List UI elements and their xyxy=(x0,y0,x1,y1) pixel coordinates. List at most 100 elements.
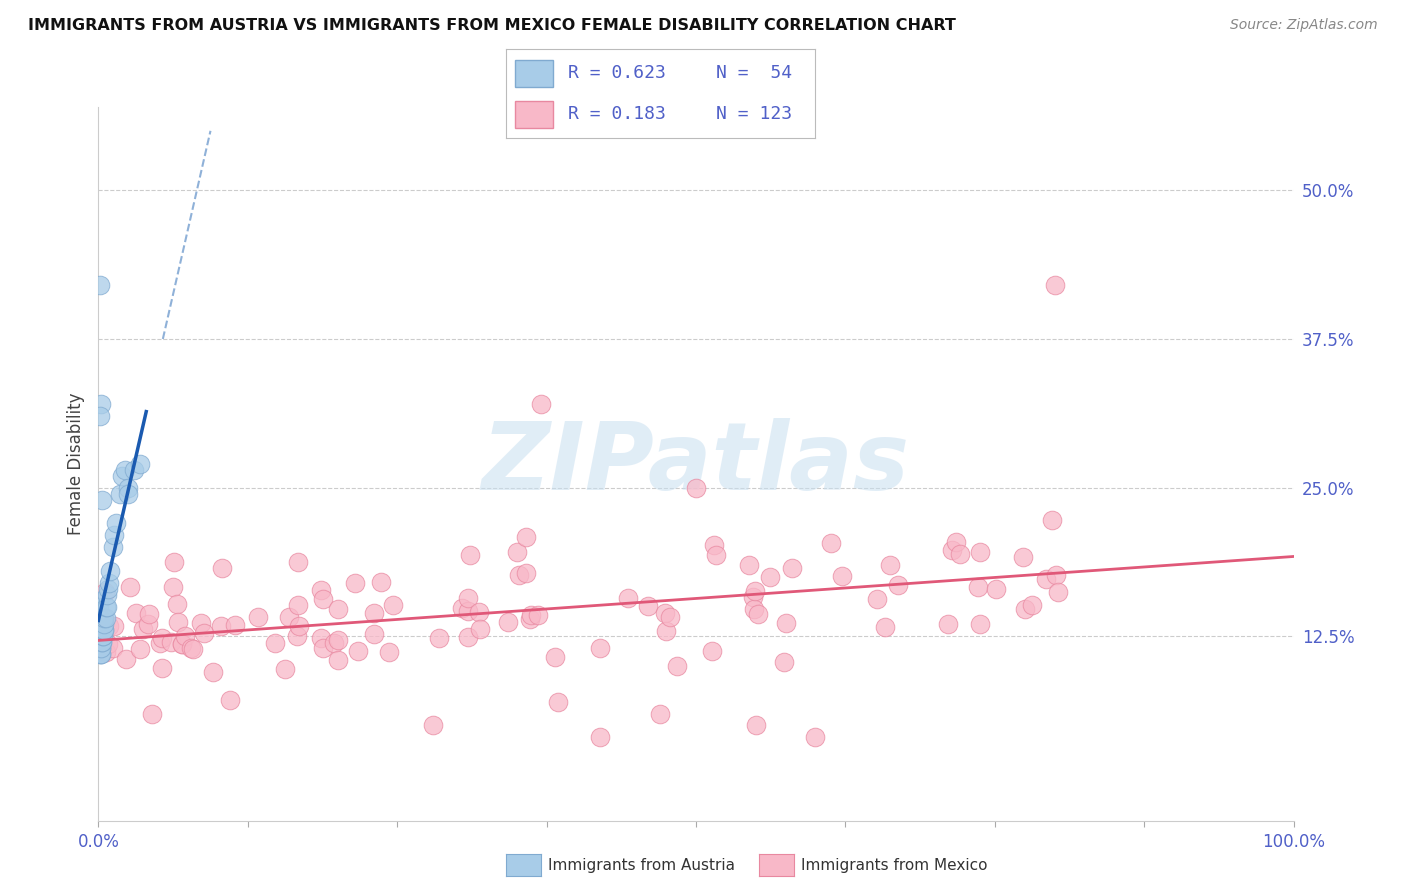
Point xyxy=(326,632,349,647)
Text: N =  54: N = 54 xyxy=(717,64,793,82)
FancyBboxPatch shape xyxy=(516,60,553,87)
Point xyxy=(89,599,111,614)
Point xyxy=(804,731,827,745)
Point xyxy=(1043,278,1066,293)
Point xyxy=(94,599,117,614)
Point xyxy=(1047,584,1070,599)
Point xyxy=(381,599,404,613)
Point xyxy=(703,538,725,552)
Point xyxy=(211,561,233,575)
Point xyxy=(287,555,309,569)
Point xyxy=(655,624,678,638)
Point xyxy=(363,627,385,641)
Point xyxy=(90,635,112,649)
Point xyxy=(427,631,450,645)
Point xyxy=(745,718,768,732)
Point xyxy=(450,601,472,615)
Point xyxy=(742,590,765,604)
Point xyxy=(309,631,332,645)
Point xyxy=(166,597,188,611)
Point xyxy=(138,607,160,621)
Point xyxy=(589,640,612,655)
Point xyxy=(544,649,567,664)
Point xyxy=(969,545,991,559)
Point xyxy=(129,642,152,657)
Point xyxy=(665,659,688,673)
Point xyxy=(132,622,155,636)
Point xyxy=(90,641,112,656)
Point xyxy=(1021,598,1043,612)
Point xyxy=(1014,602,1036,616)
Point xyxy=(89,278,111,293)
Text: Immigrants from Austria: Immigrants from Austria xyxy=(548,858,735,872)
Point xyxy=(98,619,121,633)
Point xyxy=(94,611,117,625)
Point xyxy=(780,561,803,575)
Point xyxy=(90,624,112,638)
Point xyxy=(1011,550,1033,565)
Point xyxy=(378,645,401,659)
Point xyxy=(190,616,212,631)
Point xyxy=(89,635,111,649)
Point xyxy=(89,635,111,649)
Point xyxy=(820,535,842,549)
Point xyxy=(93,611,115,625)
Text: Source: ZipAtlas.com: Source: ZipAtlas.com xyxy=(1230,18,1378,32)
Point xyxy=(89,624,111,638)
Point xyxy=(277,610,299,624)
Point xyxy=(101,640,124,655)
Point xyxy=(1040,513,1063,527)
Point xyxy=(181,642,204,657)
Point xyxy=(209,619,232,633)
Point xyxy=(886,578,908,592)
Point xyxy=(328,602,350,616)
Y-axis label: Female Disability: Female Disability xyxy=(66,392,84,535)
Point xyxy=(530,397,553,411)
Point xyxy=(94,584,117,599)
Point xyxy=(172,637,194,651)
Point xyxy=(322,636,344,650)
Point xyxy=(174,629,197,643)
Text: ZIPatlas: ZIPatlas xyxy=(482,417,910,510)
Point xyxy=(949,547,972,561)
Point xyxy=(224,617,246,632)
Point xyxy=(547,694,569,708)
Point xyxy=(467,605,489,619)
Point xyxy=(162,580,184,594)
Point xyxy=(508,567,530,582)
Point xyxy=(114,463,136,477)
Point xyxy=(90,647,112,661)
Point xyxy=(704,548,727,562)
Point xyxy=(967,580,990,594)
Point xyxy=(93,624,115,638)
Point xyxy=(312,592,335,607)
Point xyxy=(87,593,110,607)
Point xyxy=(879,558,901,572)
Point xyxy=(648,706,672,721)
Point xyxy=(96,588,118,602)
Text: N = 123: N = 123 xyxy=(717,105,793,123)
Point xyxy=(219,693,242,707)
Point xyxy=(91,629,114,643)
Text: R = 0.623: R = 0.623 xyxy=(568,64,666,82)
Point xyxy=(984,582,1007,597)
Point xyxy=(496,615,519,629)
Point xyxy=(263,636,285,650)
Point xyxy=(101,540,124,554)
Point xyxy=(118,581,141,595)
Point xyxy=(1035,572,1057,586)
Point xyxy=(89,641,111,656)
Point xyxy=(617,591,640,605)
Point xyxy=(287,629,309,643)
Point xyxy=(1045,568,1067,582)
Point xyxy=(702,644,724,658)
Point xyxy=(91,635,114,649)
Point xyxy=(97,582,120,596)
Point xyxy=(344,575,367,590)
Point xyxy=(129,457,152,471)
Point xyxy=(945,534,967,549)
Point xyxy=(89,409,111,424)
Point xyxy=(738,558,761,573)
Point xyxy=(117,481,139,495)
Point xyxy=(160,635,183,649)
